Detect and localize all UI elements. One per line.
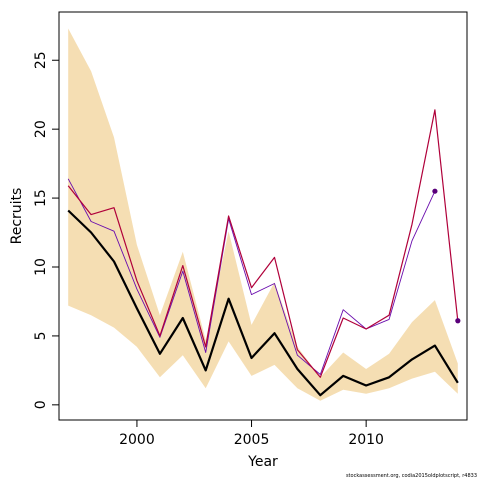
series-end-point-1 [432, 188, 438, 194]
series-layer [67, 109, 461, 397]
series-line-1 [67, 178, 436, 375]
confidence-band [68, 28, 458, 401]
series-line-0 [67, 209, 459, 397]
x-axis: 2000 2005 2010 [119, 420, 384, 448]
y-axis: 0 5 10 15 20 25 [33, 51, 59, 409]
y-axis-title: Recruits [9, 188, 25, 245]
y-tick-label-20: 20 [33, 120, 49, 138]
x-tick-label-2005: 2005 [234, 432, 270, 448]
y-tick-label-25: 25 [33, 51, 49, 69]
y-tick-label-15: 15 [33, 189, 49, 207]
y-tick-label-10: 10 [33, 258, 49, 276]
series-end-point-2 [455, 318, 461, 324]
x-axis-title: Year [247, 454, 278, 470]
x-tick-label-2000: 2000 [119, 432, 155, 448]
footer-note: stockassessment.org, codia2015oldplotscr… [346, 473, 477, 479]
y-tick-label-0: 0 [33, 400, 49, 409]
y-tick-label-5: 5 [33, 331, 49, 340]
confidence-band-layer [68, 28, 458, 401]
series-line-2 [67, 109, 459, 378]
plot-frame [58, 11, 468, 421]
x-tick-label-2010: 2010 [348, 432, 384, 448]
